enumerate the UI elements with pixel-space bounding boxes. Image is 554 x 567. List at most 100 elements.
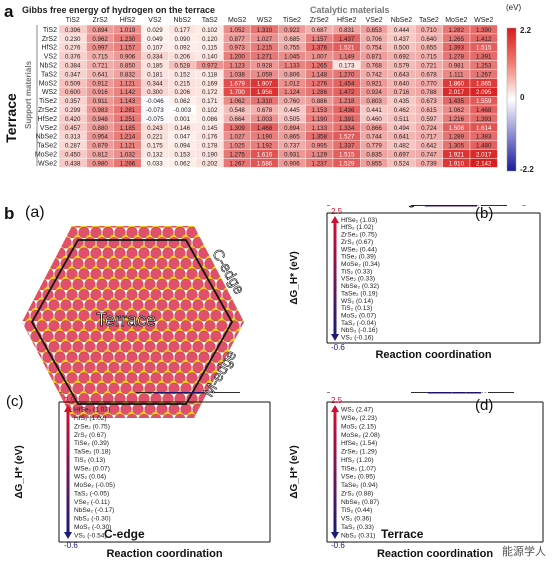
metal-atom [168, 278, 180, 291]
heatmap-cell-value: 1.237 [312, 160, 328, 167]
heatmap-col-label: TiSe2 [283, 17, 301, 24]
heatmap-cell-value: 0.664 [229, 116, 245, 123]
metal-atom [102, 330, 114, 343]
heatmap-row-label: TiSe2 [39, 98, 57, 105]
heatmap-cell-value: 1.515 [339, 152, 355, 159]
heatmap-cell-value: 0.524 [394, 160, 410, 167]
panel-b-letter: b [4, 204, 15, 223]
heatmap-cell-value: 0.548 [229, 107, 245, 114]
metal-atom [102, 268, 114, 280]
metal-atom [186, 268, 198, 280]
metal-atom [30, 247, 42, 259]
heatmap-cell-value: 1.192 [257, 143, 273, 150]
metal-atom [186, 372, 198, 384]
metal-atom [66, 309, 78, 322]
metal-atom [96, 299, 108, 311]
metal-atom [60, 341, 72, 353]
metal-atom [24, 341, 36, 353]
heatmap-cell-value: 0.715 [421, 54, 437, 61]
legend-scale-bottom: -0.6 [331, 541, 345, 550]
heatmap-cell-value: 0.721 [92, 63, 108, 70]
heatmap-cell-value: 0.687 [312, 27, 328, 34]
heatmap-cell-value: 1.480 [476, 143, 492, 150]
heatmap-cell-value: 0.169 [202, 80, 218, 87]
heatmap-cell-value: 1.412 [476, 36, 492, 43]
legend-scale-top: 2.5 [331, 396, 343, 405]
heatmap-col-label: ZrS2 [93, 17, 108, 24]
metal-atom [210, 226, 222, 238]
metal-atom [168, 299, 180, 311]
heatmap-cell-value: 0.420 [65, 116, 81, 123]
metal-atom [174, 351, 186, 363]
heatmap-cell-value: 0.760 [284, 98, 300, 105]
metal-atom [60, 299, 72, 311]
metal-atom [102, 372, 114, 384]
legend-item: ZrSe₂ (0.75) [341, 232, 377, 239]
metal-atom [210, 309, 222, 322]
metal-atom [247, 289, 248, 300]
metal-atom [114, 372, 126, 384]
metal-atom [204, 237, 216, 249]
heatmap-cell-value: 1.390 [476, 27, 492, 34]
metal-atom [22, 299, 24, 311]
metal-atom [180, 341, 192, 353]
y-tick-label: -0.50 [305, 205, 325, 207]
heatmap-cell-value: 1.251 [120, 116, 136, 123]
metal-atom [48, 299, 60, 311]
bottom-level-label: VS₂ [464, 205, 478, 207]
metal-atom [84, 257, 96, 270]
metal-atom [138, 414, 150, 418]
metal-atom [180, 278, 192, 291]
legend-item: ZrSe₂ (0.75) [74, 423, 110, 430]
legend-item: WSe₂ (0.44) [341, 246, 377, 253]
heatmap-cell-value: 0.770 [421, 80, 437, 87]
metal-atom [138, 247, 150, 259]
metal-atom [174, 268, 186, 280]
heatmap-cell-value: 1.559 [476, 98, 492, 105]
metal-atom [234, 330, 244, 343]
legend-item: TiSe₂ (0.39) [341, 254, 376, 261]
y-tick-label: 0.75 [39, 392, 56, 394]
heatmap-cell-value: 1.148 [312, 71, 328, 78]
heatmap-col-label: TiS2 [66, 17, 80, 24]
metal-atom [78, 372, 90, 384]
heatmap-cell-value: 0.173 [339, 63, 355, 70]
heatmap-cell-value: 1.133 [284, 63, 300, 70]
chalcogen-atom [22, 380, 23, 389]
heatmap-cell-value: 0.102 [202, 107, 218, 114]
metal-atom [22, 372, 30, 384]
heatmap-cell-value: 1.468 [476, 107, 492, 114]
heatmap-cell-value: 1.393 [449, 45, 465, 52]
metal-atom [126, 226, 138, 238]
heatmap-cell-value: 0.948 [92, 116, 108, 123]
heatmap-cell-value: 0.221 [147, 134, 163, 141]
heatmap-cell-value: 1.149 [339, 54, 355, 61]
mid-level-label: NbSe₂ [443, 392, 466, 394]
diagram-title: C-edge [104, 527, 145, 541]
metal-atom [247, 269, 248, 280]
metal-atom [210, 330, 222, 343]
heatmap-col-label: MoS2 [228, 17, 246, 24]
metal-atom [247, 373, 248, 384]
metal-atom [144, 299, 156, 311]
metal-atom [138, 289, 150, 301]
hexagon-outline [30, 239, 234, 405]
metal-atom [114, 247, 126, 259]
heatmap-cell-value: 0.511 [394, 116, 410, 123]
metal-atom [240, 299, 244, 311]
metal-atom [240, 226, 244, 228]
metal-atom [234, 372, 244, 384]
heatmap-row-label: ZrSe2 [38, 107, 57, 114]
legend-item: WS₂ (0.14) [341, 298, 373, 305]
chalcogen-atom [241, 380, 244, 389]
heatmap-cell-value: 0.049 [147, 36, 163, 43]
heatmap-cell-value: 0.739 [421, 160, 437, 167]
metal-atom [156, 362, 168, 374]
heatmap-cell-value: 0.972 [202, 63, 218, 70]
y-tick-label: 0.0 [312, 392, 324, 394]
legend-arrow-down [64, 532, 72, 539]
panel-b-sub-letter: (b) [475, 205, 493, 222]
metal-atom [60, 278, 72, 291]
metal-atom [102, 289, 114, 301]
metal-atom [168, 362, 180, 374]
